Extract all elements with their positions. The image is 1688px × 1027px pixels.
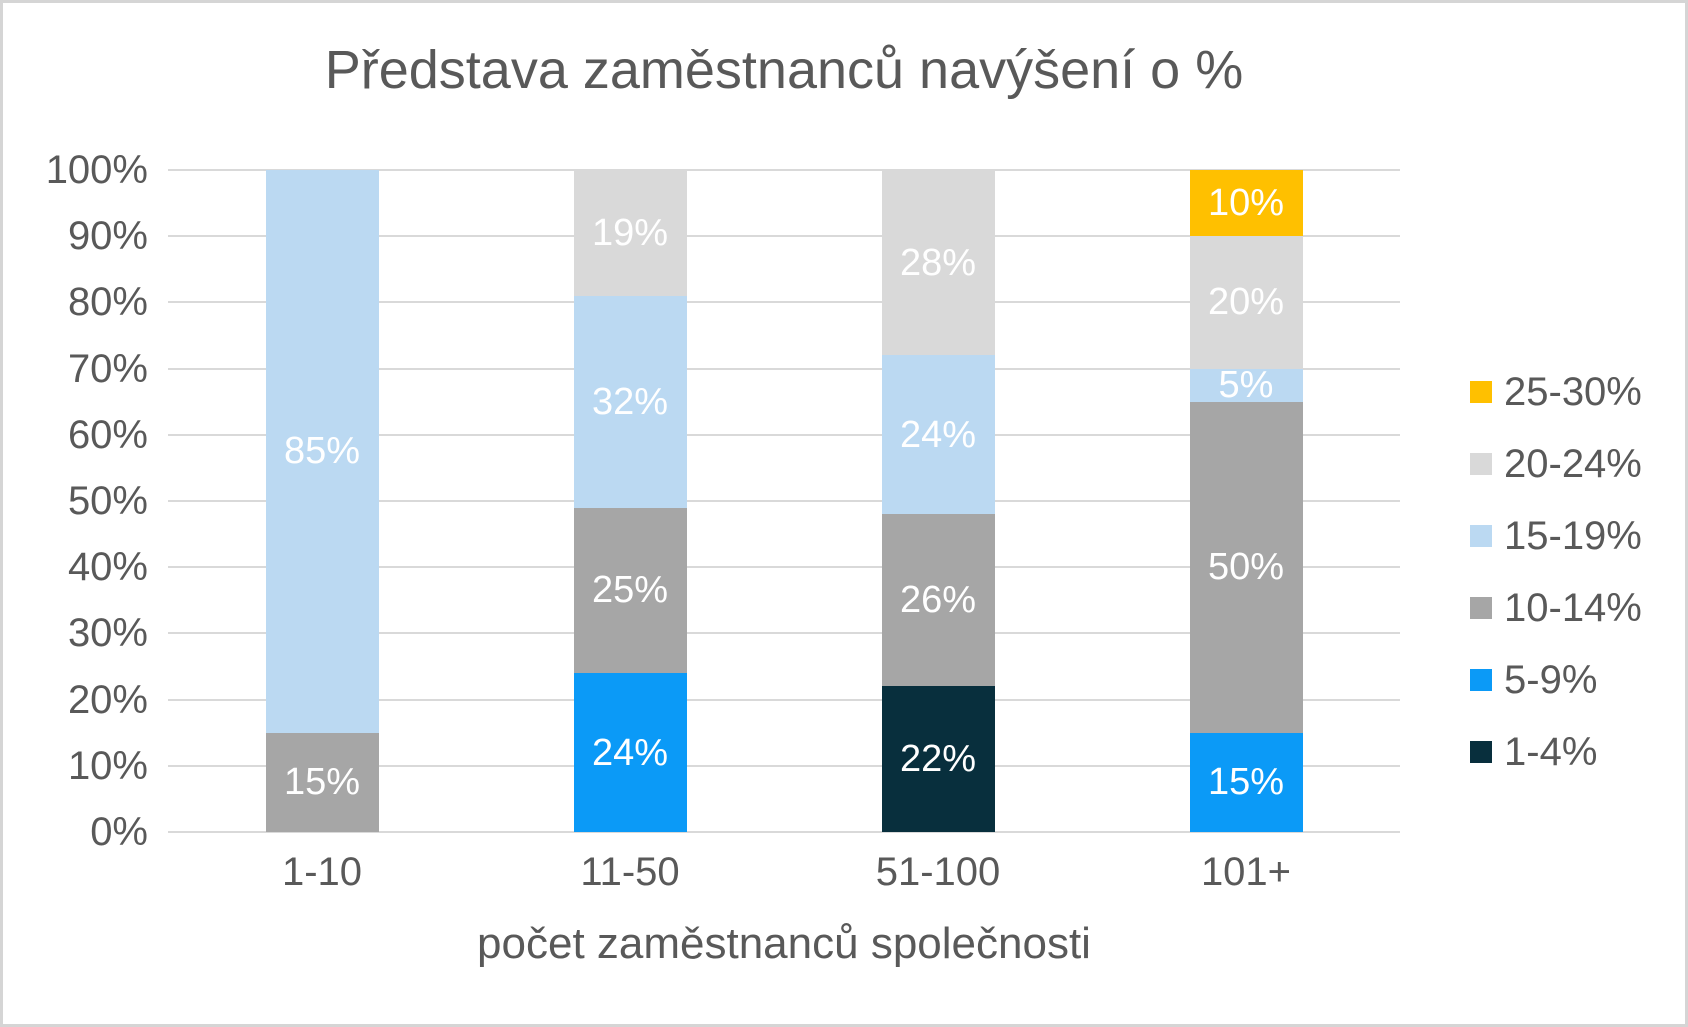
bar-segment-5-9%: 15%: [1189, 732, 1303, 832]
bar-segment-25-30%: 10%: [1189, 170, 1303, 237]
y-tick-label: 100%: [45, 148, 148, 192]
legend-label: 1-4%: [1504, 730, 1598, 774]
bar-segment-15-19%: 32%: [573, 295, 687, 508]
bar-segment-15-19%: 85%: [265, 170, 379, 733]
x-tick-label: 101+: [1200, 850, 1292, 894]
bar-segment-1-4%: 22%: [881, 686, 995, 832]
bar-segment-10-14%: 50%: [1189, 401, 1303, 733]
gridline: [168, 433, 1400, 436]
x-axis-title: počet zaměstnanců společnosti: [477, 919, 1091, 968]
bar-segment-label: 10%: [1207, 182, 1285, 225]
y-tick-label: 0%: [90, 810, 148, 854]
bar-segment-20-24%: 20%: [1189, 236, 1303, 369]
plot-area: 15% 85% 24% 25% 32% 19% 22% 26% 24% 28% 15% 50% 5% 20…: [168, 169, 1400, 833]
bar-segment-20-24%: 28%: [881, 170, 995, 356]
gridline: [168, 500, 1400, 502]
legend-label: 20-24%: [1504, 442, 1642, 486]
gridline: [168, 235, 1400, 238]
gridline: [168, 632, 1400, 635]
legend-item-25-30%: 25-30%: [1470, 370, 1642, 414]
y-tick-label: 90%: [67, 214, 148, 259]
bar-segment-20-24%: 19%: [573, 170, 687, 296]
y-tick-label: 10%: [67, 743, 148, 788]
legend-label: 5-9%: [1504, 658, 1598, 702]
y-tick-label: 70%: [67, 346, 148, 391]
bar-segment-label: 22%: [899, 738, 977, 781]
gridline: [168, 764, 1400, 767]
legend-item-15-19%: 15-19%: [1470, 514, 1642, 558]
bar-segment-15-19%: 24%: [881, 355, 995, 515]
bar-segment-label: 24%: [591, 731, 669, 774]
legend-item-20-24%: 20-24%: [1470, 442, 1642, 486]
y-tick-label: 40%: [67, 545, 148, 590]
legend-swatch-icon: [1470, 381, 1492, 403]
bar-segment-label: 28%: [899, 241, 977, 284]
x-tick-label: 11-50: [580, 850, 680, 894]
gridline: [168, 301, 1400, 304]
gridline: [168, 169, 1400, 171]
x-tick-label: 51-100: [875, 850, 1001, 894]
bar-segment-label: 50%: [1207, 546, 1285, 589]
y-tick-label: 80%: [67, 280, 148, 325]
bar-segment-10-14%: 25%: [573, 507, 687, 674]
stacked-bar-101+: 15% 50% 5% 20% 10%: [1189, 170, 1303, 832]
y-tick-label: 60%: [67, 412, 148, 457]
legend-swatch-icon: [1470, 597, 1492, 619]
legend-swatch-icon: [1470, 741, 1492, 763]
bar-segment-label: 15%: [283, 761, 361, 804]
y-tick-label: 20%: [67, 677, 148, 722]
legend-label: 25-30%: [1504, 370, 1642, 414]
y-tick-label: 50%: [67, 479, 148, 523]
bar-segment-label: 15%: [1207, 761, 1285, 804]
gridline: [168, 831, 1400, 833]
gridline: [168, 367, 1400, 370]
gridline: [168, 698, 1400, 701]
y-tick-label: 30%: [67, 611, 148, 656]
legend-item-5-9%: 5-9%: [1470, 658, 1597, 702]
stacked-bar-11-50: 24% 25% 32% 19%: [573, 170, 687, 832]
bar-segment-label: 19%: [591, 211, 669, 254]
chart-title: Představa zaměstnanců navýšení o %: [324, 40, 1244, 100]
legend-label: 15-19%: [1504, 514, 1642, 558]
stacked-bar-51-100: 22% 26% 24% 28%: [881, 170, 995, 832]
x-tick-label: 1-10: [281, 850, 363, 894]
legend-swatch-icon: [1470, 669, 1492, 691]
bar-segment-15-19%: 5%: [1189, 364, 1303, 407]
legend-item-10-14%: 10-14%: [1470, 586, 1642, 630]
gridline: [168, 566, 1400, 569]
stacked-bar-1-10: 15% 85%: [265, 170, 379, 832]
legend-swatch-icon: [1470, 525, 1492, 547]
bar-segment-label: 26%: [899, 579, 977, 622]
bar-segment-5-9%: 24%: [573, 673, 687, 832]
bar-segment-label: 25%: [591, 569, 669, 612]
bar-segment-label: 5%: [1218, 364, 1274, 407]
bar-segment-label: 24%: [899, 413, 977, 456]
bar-segment-10-14%: 15%: [265, 732, 379, 832]
bar-segment-label: 32%: [591, 380, 669, 423]
legend-item-1-4%: 1-4%: [1470, 730, 1597, 774]
legend-label: 10-14%: [1504, 586, 1642, 630]
bar-segment-label: 85%: [283, 430, 361, 473]
bar-segment-label: 20%: [1207, 281, 1285, 324]
legend-swatch-icon: [1470, 453, 1492, 475]
bar-segment-10-14%: 26%: [881, 514, 995, 687]
